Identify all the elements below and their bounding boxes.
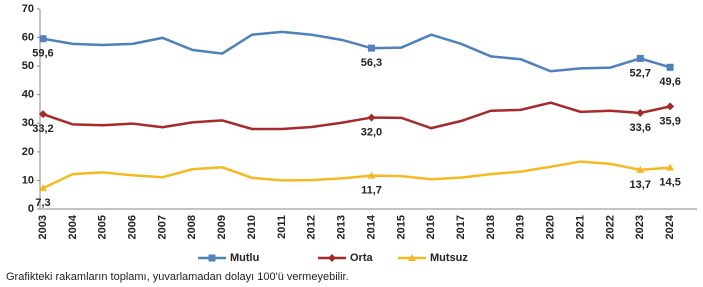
line — [42, 30, 671, 73]
x-tick-label: 2021 — [574, 215, 586, 239]
marker — [367, 113, 376, 122]
marker — [38, 184, 47, 192]
x-tick-label: 2017 — [455, 215, 467, 239]
chart: 0 10 20 30 40 50 60 70 2003 2004 2005 2006 2007 2008 2… — [22, 3, 697, 264]
data-label: 14,5 — [659, 176, 680, 188]
x-tick-label: 2010 — [246, 215, 258, 239]
y-tick-label: 60 — [22, 31, 34, 43]
data-label: 11,7 — [361, 184, 382, 196]
data-label: 59,6 — [32, 48, 53, 60]
marker — [367, 171, 376, 179]
y-tick-label: 30 — [22, 117, 34, 129]
legend-label: Mutsuz — [430, 252, 468, 264]
x-tick-label: 2011 — [276, 215, 288, 239]
page: {"chart_data": {"type": "line", "categor… — [6, 2, 697, 283]
x-tick-label: 2024 — [664, 214, 676, 239]
marker — [367, 44, 375, 52]
x-tick-label: 2007 — [156, 215, 168, 239]
marker — [666, 63, 674, 71]
x-tick-label: 2009 — [216, 215, 228, 239]
x-tick-label: 2023 — [634, 215, 646, 239]
marker — [666, 163, 675, 171]
x-tick-label: 2020 — [545, 215, 557, 239]
y-tick-label: 70 — [22, 3, 34, 15]
marker — [636, 165, 645, 173]
line — [42, 160, 671, 190]
x-tick-label: 2016 — [425, 215, 437, 239]
data-label: 35,9 — [659, 115, 680, 127]
marker — [328, 254, 336, 262]
y-tick-label: 0 — [28, 203, 34, 215]
marker — [208, 254, 216, 262]
x-tick-label: 2022 — [604, 215, 616, 239]
x-tick-label: 2018 — [485, 215, 497, 239]
x-tick-label: 2013 — [336, 215, 348, 239]
footnote: Grafikteki rakamların toplamı, yuvarlama… — [6, 271, 349, 283]
data-label: 49,6 — [659, 76, 680, 88]
marker — [408, 254, 416, 261]
marker — [38, 110, 47, 119]
data-label: 32,0 — [361, 126, 382, 138]
x-tick-label: 2019 — [515, 215, 527, 239]
legend-label: Orta — [350, 252, 374, 264]
y-tick-label: 20 — [22, 146, 34, 158]
x-tick-label: 2006 — [126, 215, 138, 239]
data-label: 52,7 — [630, 67, 651, 79]
marker — [636, 54, 644, 62]
x-tick-label: 2012 — [306, 215, 318, 239]
data-label: 13,7 — [630, 179, 651, 191]
x-tick-label: 2014 — [365, 214, 377, 239]
marker — [39, 35, 47, 43]
line — [42, 101, 671, 131]
data-label: 33,2 — [32, 123, 53, 135]
x-tick-label: 2004 — [67, 214, 79, 239]
data-label: 56,3 — [361, 57, 382, 69]
data-label: 7,3 — [35, 197, 50, 209]
y-tick-label: 40 — [22, 89, 34, 101]
x-tick-label: 2005 — [97, 215, 109, 239]
marker — [666, 102, 675, 111]
y-tick-label: 10 — [22, 174, 34, 186]
x-tick-label: 2015 — [395, 215, 407, 239]
x-tick-label: 2008 — [186, 215, 198, 239]
legend-label: Mutlu — [230, 252, 259, 264]
y-tick-label: 50 — [22, 60, 34, 72]
marker — [636, 109, 645, 117]
x-tick-label: 2003 — [37, 215, 49, 239]
data-label: 33,6 — [630, 122, 651, 134]
